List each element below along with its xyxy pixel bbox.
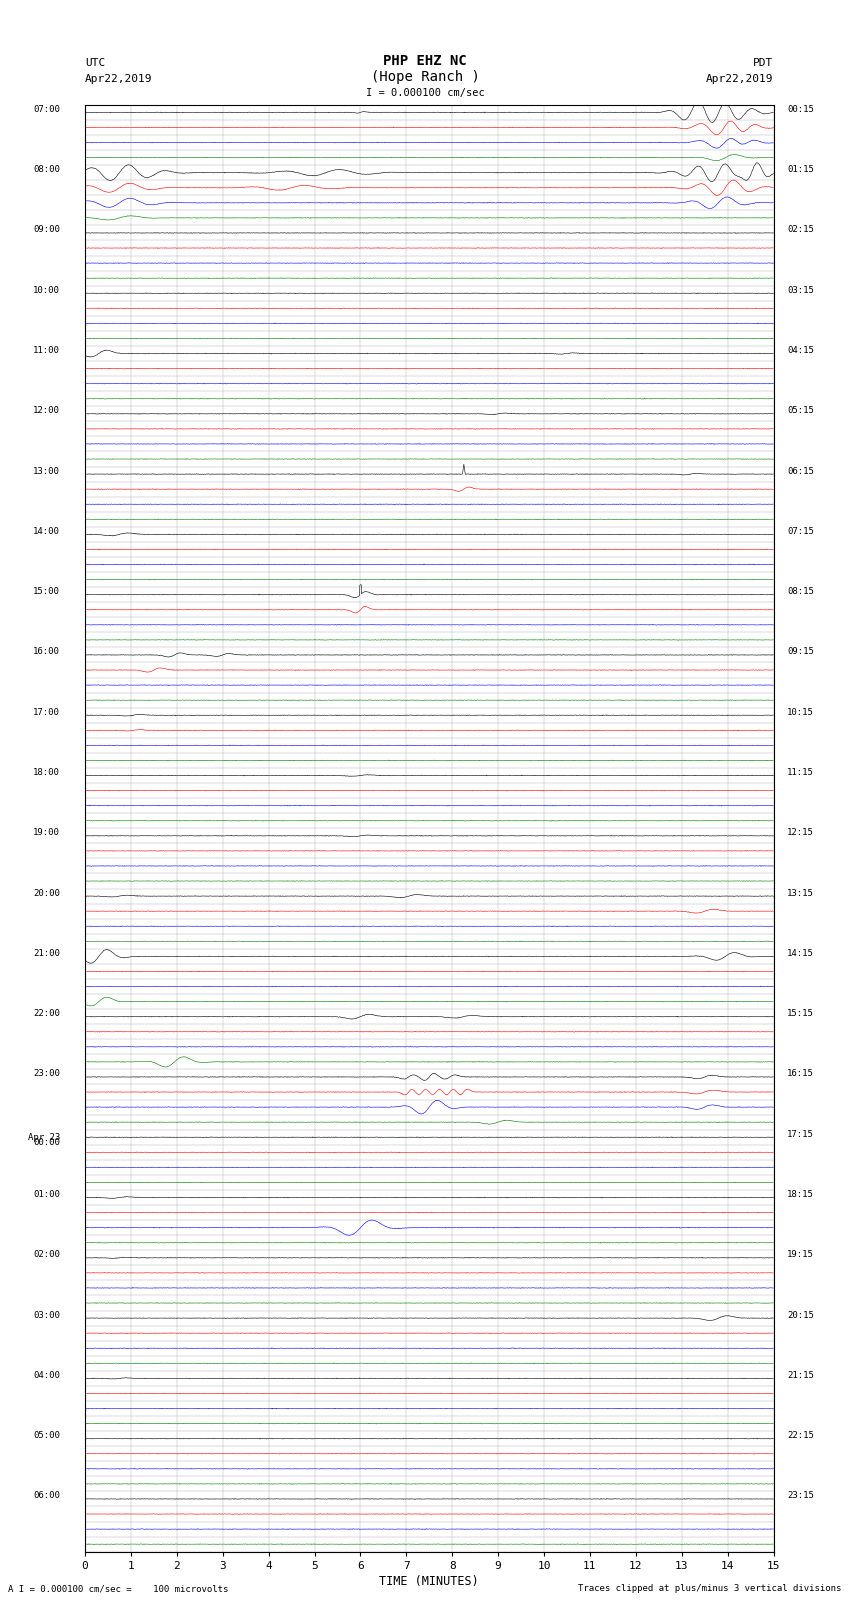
- Text: 04:00: 04:00: [33, 1371, 60, 1379]
- Text: 08:00: 08:00: [33, 165, 60, 174]
- Text: 01:00: 01:00: [33, 1190, 60, 1198]
- X-axis label: TIME (MINUTES): TIME (MINUTES): [379, 1574, 479, 1587]
- Text: 09:15: 09:15: [787, 647, 814, 656]
- Text: 02:00: 02:00: [33, 1250, 60, 1260]
- Text: 06:15: 06:15: [787, 466, 814, 476]
- Text: 00:15: 00:15: [787, 105, 814, 115]
- Text: 18:15: 18:15: [787, 1190, 814, 1198]
- Text: 08:15: 08:15: [787, 587, 814, 597]
- Text: 05:00: 05:00: [33, 1431, 60, 1440]
- Text: 16:00: 16:00: [33, 647, 60, 656]
- Text: 20:15: 20:15: [787, 1310, 814, 1319]
- Text: 09:00: 09:00: [33, 226, 60, 234]
- Text: 22:15: 22:15: [787, 1431, 814, 1440]
- Text: 15:00: 15:00: [33, 587, 60, 597]
- Text: Apr22,2019: Apr22,2019: [706, 74, 774, 84]
- Text: 16:15: 16:15: [787, 1069, 814, 1079]
- Text: PHP EHZ NC: PHP EHZ NC: [383, 53, 467, 68]
- Text: UTC: UTC: [85, 58, 105, 68]
- Text: 05:15: 05:15: [787, 406, 814, 415]
- Text: 12:15: 12:15: [787, 829, 814, 837]
- Text: 04:15: 04:15: [787, 347, 814, 355]
- Text: 07:15: 07:15: [787, 527, 814, 536]
- Text: 06:00: 06:00: [33, 1492, 60, 1500]
- Text: 12:00: 12:00: [33, 406, 60, 415]
- Text: 19:00: 19:00: [33, 829, 60, 837]
- Text: 19:15: 19:15: [787, 1250, 814, 1260]
- Text: 17:15: 17:15: [787, 1129, 814, 1139]
- Text: 03:00: 03:00: [33, 1310, 60, 1319]
- Text: 10:15: 10:15: [787, 708, 814, 716]
- Text: Traces clipped at plus/minus 3 vertical divisions: Traces clipped at plus/minus 3 vertical …: [578, 1584, 842, 1594]
- Text: PDT: PDT: [753, 58, 774, 68]
- Text: 20:00: 20:00: [33, 889, 60, 897]
- Text: 22:00: 22:00: [33, 1010, 60, 1018]
- Text: 15:15: 15:15: [787, 1010, 814, 1018]
- Text: 18:00: 18:00: [33, 768, 60, 777]
- Text: A I = 0.000100 cm/sec =    100 microvolts: A I = 0.000100 cm/sec = 100 microvolts: [8, 1584, 229, 1594]
- Text: 17:00: 17:00: [33, 708, 60, 716]
- Text: 11:15: 11:15: [787, 768, 814, 777]
- Text: Apr22,2019: Apr22,2019: [85, 74, 152, 84]
- Text: 23:00: 23:00: [33, 1069, 60, 1079]
- Text: 03:15: 03:15: [787, 286, 814, 295]
- Text: 23:15: 23:15: [787, 1492, 814, 1500]
- Text: 01:15: 01:15: [787, 165, 814, 174]
- Text: 07:00: 07:00: [33, 105, 60, 115]
- Text: Apr 23: Apr 23: [27, 1132, 60, 1142]
- Text: 21:15: 21:15: [787, 1371, 814, 1379]
- Text: 11:00: 11:00: [33, 347, 60, 355]
- Text: 13:15: 13:15: [787, 889, 814, 897]
- Text: 21:00: 21:00: [33, 948, 60, 958]
- Text: (Hope Ranch ): (Hope Ranch ): [371, 69, 479, 84]
- Text: 00:00: 00:00: [33, 1127, 60, 1147]
- Text: 14:15: 14:15: [787, 948, 814, 958]
- Text: I = 0.000100 cm/sec: I = 0.000100 cm/sec: [366, 89, 484, 98]
- Text: 14:00: 14:00: [33, 527, 60, 536]
- Text: 02:15: 02:15: [787, 226, 814, 234]
- Text: 10:00: 10:00: [33, 286, 60, 295]
- Text: 13:00: 13:00: [33, 466, 60, 476]
